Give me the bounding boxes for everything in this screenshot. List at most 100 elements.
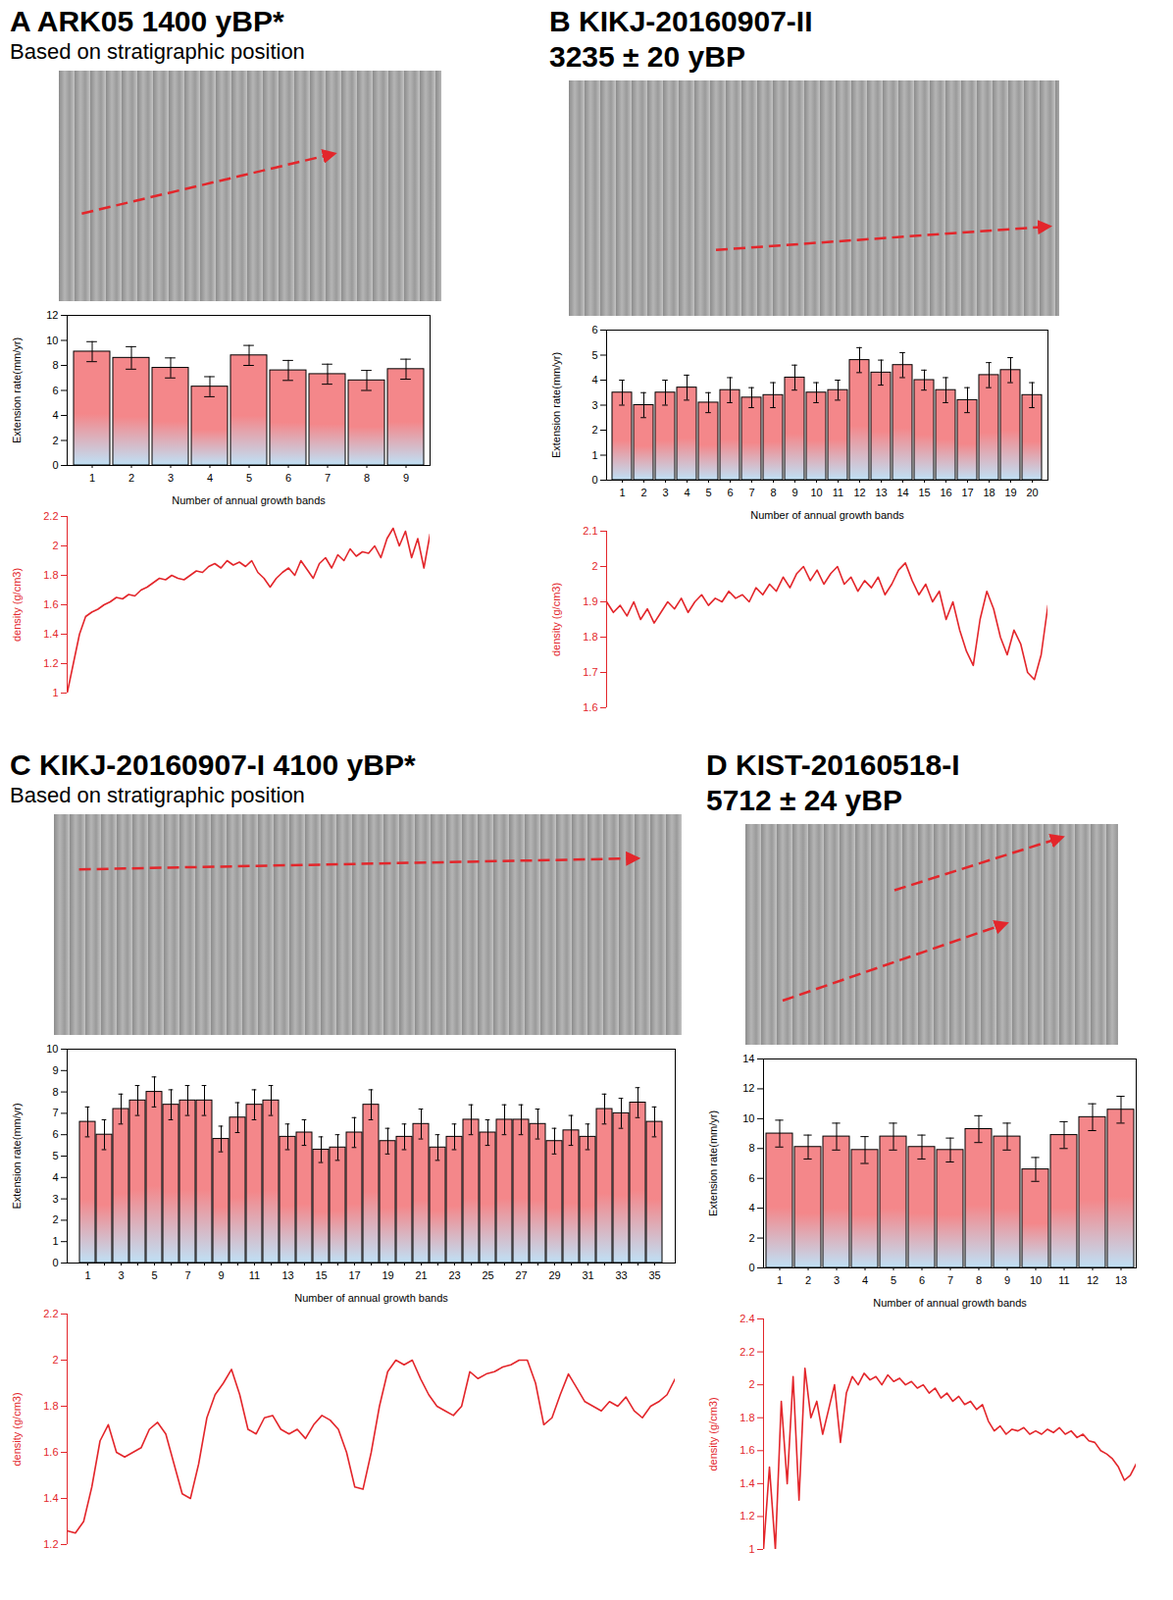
svg-text:6: 6 <box>51 384 58 397</box>
svg-text:1: 1 <box>84 1269 91 1281</box>
svg-text:1: 1 <box>51 686 58 699</box>
svg-text:10: 10 <box>46 334 58 347</box>
svg-text:density (g/cm3): density (g/cm3) <box>10 567 23 642</box>
svg-text:4: 4 <box>683 486 690 499</box>
svg-text:18: 18 <box>982 486 995 499</box>
svg-text:Extension rate(mm/yr): Extension rate(mm/yr) <box>10 1102 23 1209</box>
svg-text:27: 27 <box>514 1269 527 1281</box>
svg-text:1: 1 <box>748 1542 755 1555</box>
svg-text:9: 9 <box>51 1064 58 1076</box>
svg-text:1.6: 1.6 <box>43 1445 58 1458</box>
svg-text:14: 14 <box>742 1052 755 1065</box>
svg-text:4: 4 <box>591 373 598 386</box>
svg-text:5: 5 <box>51 1149 58 1162</box>
svg-text:11: 11 <box>832 486 844 499</box>
svg-text:Number of annual growth bands: Number of annual growth bands <box>750 509 905 521</box>
svg-text:5: 5 <box>705 486 712 499</box>
svg-text:0: 0 <box>51 459 58 471</box>
svg-text:Extension rate(mm/yr): Extension rate(mm/yr) <box>550 352 562 459</box>
svg-text:1.8: 1.8 <box>582 630 598 643</box>
svg-text:7: 7 <box>51 1106 58 1119</box>
svg-text:1.9: 1.9 <box>582 595 598 608</box>
svg-text:12: 12 <box>1086 1274 1099 1286</box>
svg-text:Extension rate(mm/yr): Extension rate(mm/yr) <box>707 1110 719 1217</box>
svg-text:4: 4 <box>51 408 58 421</box>
svg-text:13: 13 <box>874 486 887 499</box>
svg-text:Number of annual growth bands: Number of annual growth bands <box>872 1296 1027 1309</box>
svg-text:1: 1 <box>51 1234 58 1247</box>
svg-text:1: 1 <box>776 1274 783 1286</box>
svg-text:17: 17 <box>961 486 973 499</box>
svg-text:2: 2 <box>128 471 135 484</box>
svg-text:10: 10 <box>810 486 822 499</box>
svg-text:1.6: 1.6 <box>739 1443 755 1456</box>
svg-text:1.4: 1.4 <box>43 627 58 640</box>
svg-text:1: 1 <box>591 449 598 461</box>
svg-text:31: 31 <box>581 1269 594 1281</box>
svg-text:1.8: 1.8 <box>43 1399 58 1412</box>
svg-text:density (g/cm3): density (g/cm3) <box>10 1391 23 1466</box>
svg-text:12: 12 <box>853 486 866 499</box>
svg-text:2.2: 2.2 <box>43 510 58 522</box>
svg-text:3: 3 <box>117 1269 124 1281</box>
svg-text:11: 11 <box>1058 1274 1070 1286</box>
svg-text:9: 9 <box>791 486 798 499</box>
svg-text:6: 6 <box>591 323 598 336</box>
svg-text:19: 19 <box>1004 486 1017 499</box>
svg-text:8: 8 <box>51 1085 58 1098</box>
svg-text:1: 1 <box>89 471 96 484</box>
svg-text:6: 6 <box>51 1127 58 1140</box>
svg-text:2: 2 <box>591 560 598 572</box>
svg-text:2: 2 <box>51 1213 58 1225</box>
svg-text:2: 2 <box>51 1353 58 1366</box>
svg-text:20: 20 <box>1025 486 1038 499</box>
svg-text:9: 9 <box>403 471 409 484</box>
svg-text:7: 7 <box>748 486 755 499</box>
svg-text:3: 3 <box>591 399 598 411</box>
svg-text:density (g/cm3): density (g/cm3) <box>550 582 562 657</box>
svg-text:4: 4 <box>862 1274 868 1286</box>
svg-text:4: 4 <box>51 1171 58 1183</box>
svg-text:0: 0 <box>748 1261 755 1274</box>
svg-text:0: 0 <box>591 473 598 486</box>
svg-text:2.2: 2.2 <box>43 1307 58 1320</box>
svg-text:2: 2 <box>640 486 647 499</box>
svg-text:8: 8 <box>769 486 776 499</box>
svg-text:Number of annual growth bands: Number of annual growth bands <box>294 1291 449 1304</box>
svg-text:33: 33 <box>614 1269 627 1281</box>
svg-text:6: 6 <box>918 1274 925 1286</box>
svg-text:2: 2 <box>591 423 598 436</box>
svg-text:1: 1 <box>618 486 625 499</box>
svg-text:13: 13 <box>281 1269 294 1281</box>
svg-text:2: 2 <box>748 1377 755 1390</box>
svg-text:5: 5 <box>591 349 598 361</box>
svg-text:7: 7 <box>324 471 331 484</box>
svg-text:23: 23 <box>448 1269 460 1281</box>
svg-text:1.8: 1.8 <box>43 568 58 581</box>
svg-text:2.1: 2.1 <box>582 524 598 537</box>
svg-text:5: 5 <box>246 471 253 484</box>
svg-text:12: 12 <box>46 308 58 321</box>
svg-text:Number of annual growth bands: Number of annual growth bands <box>171 494 326 507</box>
svg-text:1.2: 1.2 <box>43 1537 58 1550</box>
svg-text:29: 29 <box>548 1269 561 1281</box>
svg-text:2: 2 <box>805 1274 812 1286</box>
svg-text:1.6: 1.6 <box>582 701 598 714</box>
svg-text:8: 8 <box>51 358 58 371</box>
svg-text:2: 2 <box>51 539 58 552</box>
svg-text:15: 15 <box>314 1269 327 1281</box>
svg-text:16: 16 <box>939 486 952 499</box>
svg-text:8: 8 <box>975 1274 982 1286</box>
svg-text:Extension rate(mm/yr): Extension rate(mm/yr) <box>10 337 23 444</box>
svg-text:10: 10 <box>46 1042 58 1055</box>
svg-text:10: 10 <box>1029 1274 1042 1286</box>
svg-text:2.2: 2.2 <box>739 1345 755 1358</box>
svg-text:4: 4 <box>748 1201 755 1214</box>
svg-text:4: 4 <box>206 471 213 484</box>
svg-text:3: 3 <box>662 486 668 499</box>
svg-text:6: 6 <box>285 471 292 484</box>
svg-text:21: 21 <box>414 1269 427 1281</box>
svg-text:5: 5 <box>151 1269 157 1281</box>
svg-text:19: 19 <box>381 1269 394 1281</box>
svg-text:1.6: 1.6 <box>43 598 58 611</box>
